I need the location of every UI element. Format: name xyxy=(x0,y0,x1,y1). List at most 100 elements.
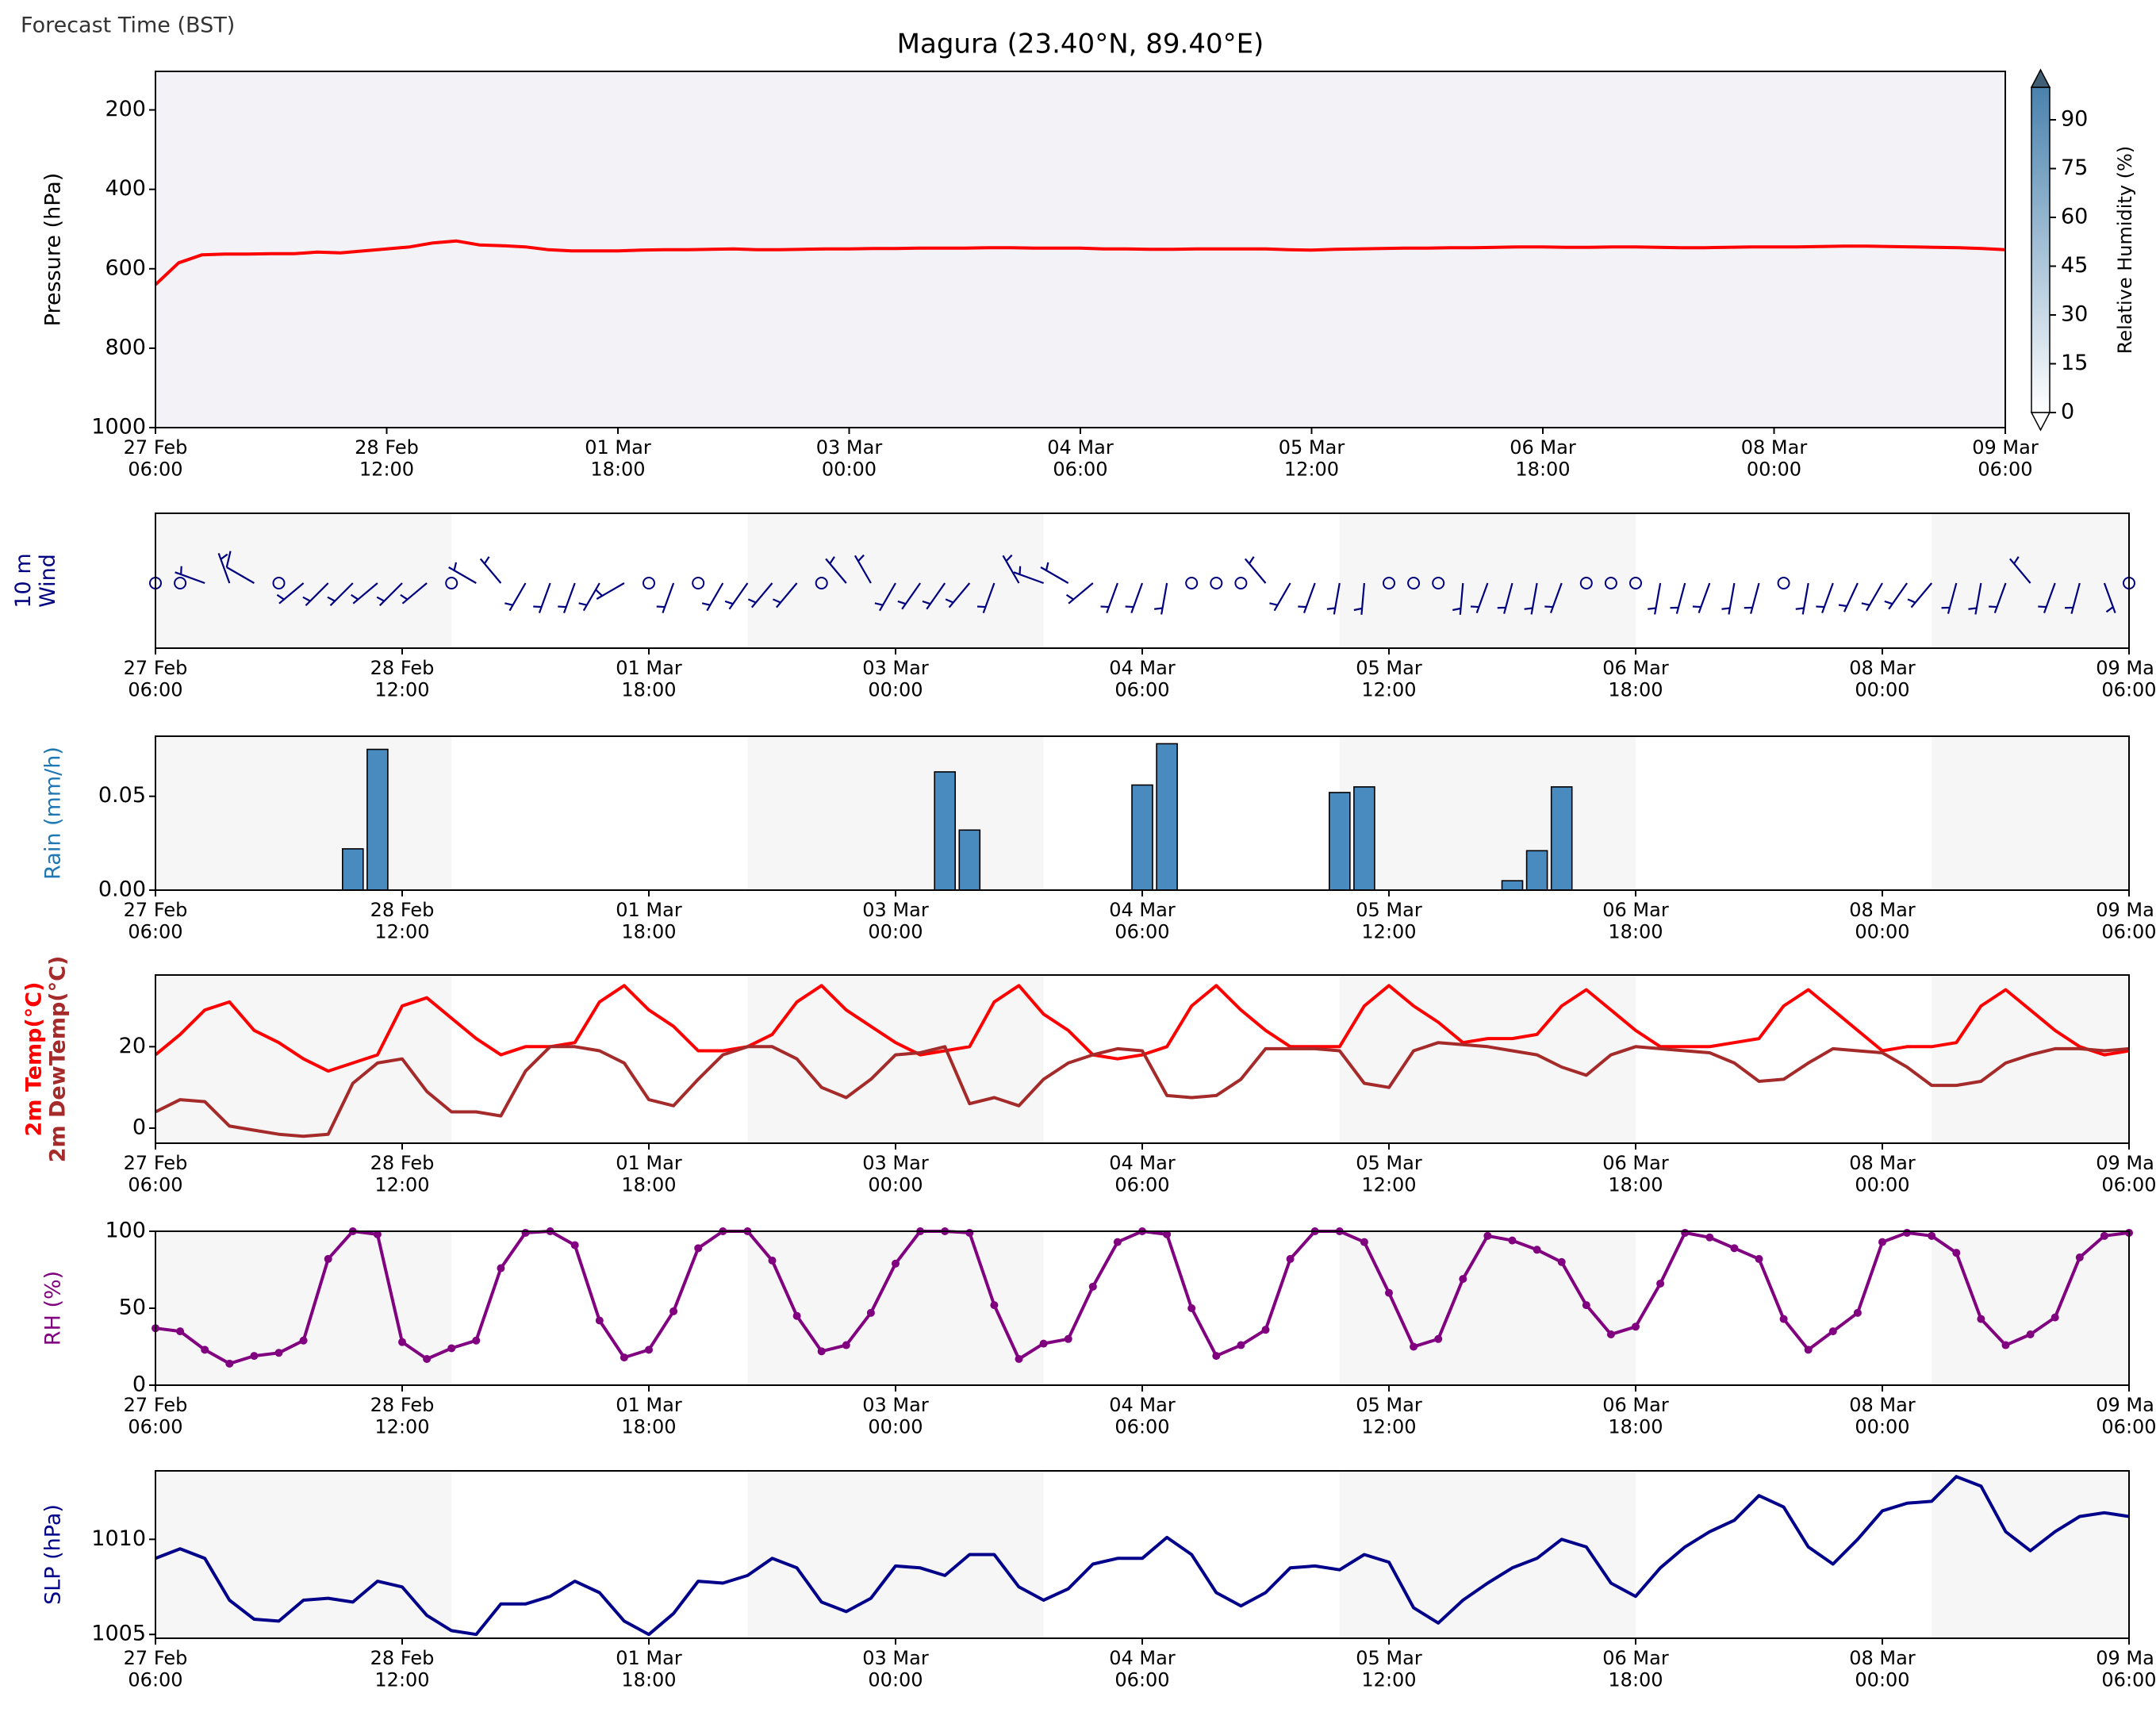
marker xyxy=(2100,1231,2108,1240)
wind-barb xyxy=(1269,582,1291,612)
wind-barb xyxy=(327,582,354,607)
x-tick-label: 04 Mar 06:00 xyxy=(1047,436,1114,481)
y-axis-label: RH (%) xyxy=(41,1271,66,1346)
marker xyxy=(423,1355,432,1364)
marker xyxy=(817,1347,826,1356)
y-tick-label: 0.00 xyxy=(98,877,146,902)
wind-barb xyxy=(1907,582,1933,608)
calm-marker xyxy=(272,577,286,589)
wind-barb xyxy=(595,582,625,600)
bar xyxy=(1329,792,1351,891)
x-tick-label: 09 Mar 06:00 xyxy=(1972,436,2039,481)
y-tick-label: 1005 xyxy=(91,1622,146,1646)
marker xyxy=(1952,1249,1961,1257)
x-tick-label: 09 Mar 06:00 xyxy=(2096,1647,2156,1691)
marker xyxy=(1977,1315,1985,1323)
calm-marker xyxy=(1234,577,1248,589)
x-tick-label: 03 Mar 00:00 xyxy=(862,1394,929,1438)
marker xyxy=(1187,1304,1196,1312)
marker xyxy=(1804,1346,1813,1354)
y-tick-label: 20 xyxy=(119,1034,146,1058)
x-tick-label: 08 Mar 00:00 xyxy=(1849,1152,1916,1196)
y-axis-label: SLP (hPa) xyxy=(41,1504,66,1605)
wind-barb xyxy=(1968,582,1982,615)
bar xyxy=(1131,784,1153,891)
wind-barb xyxy=(1100,582,1118,613)
shade xyxy=(747,1471,1044,1638)
marker xyxy=(1606,1330,1615,1338)
calm-marker xyxy=(815,577,828,589)
x-tick-label: 04 Mar 06:00 xyxy=(1109,1152,1176,1196)
y-tick-label: 100 xyxy=(105,1219,146,1243)
x-tick-label: 01 Mar 18:00 xyxy=(585,436,651,481)
marker xyxy=(595,1316,604,1325)
wind-barb xyxy=(897,582,922,610)
x-tick-label: 01 Mar 18:00 xyxy=(616,1394,682,1438)
axes-frame xyxy=(155,512,2130,649)
wind-barb xyxy=(1065,582,1094,605)
x-tick-label: 01 Mar 18:00 xyxy=(616,899,682,943)
wind-barb xyxy=(1298,582,1316,613)
wind-barb xyxy=(1452,582,1464,615)
wind-barb xyxy=(1013,566,1044,585)
marker xyxy=(1853,1308,1862,1317)
x-tick-label: 28 Feb 12:00 xyxy=(370,899,435,943)
marker xyxy=(1064,1334,1072,1343)
wind-barb xyxy=(1125,582,1144,613)
wind-barb xyxy=(1816,582,1834,613)
shade xyxy=(1932,513,2129,648)
wind-barb xyxy=(1524,582,1538,615)
shade xyxy=(155,736,452,890)
marker xyxy=(2001,1341,2010,1349)
marker xyxy=(1681,1228,1690,1237)
wind-barb xyxy=(1544,582,1563,613)
wind-barb xyxy=(1721,582,1736,615)
x-tick-label: 28 Feb 12:00 xyxy=(370,1394,435,1438)
colorbar-tick-label: 45 xyxy=(2061,253,2088,278)
wind-barb xyxy=(1154,582,1168,615)
x-tick-label: 04 Mar 06:00 xyxy=(1109,657,1176,701)
wind-barb xyxy=(1670,582,1686,614)
marker xyxy=(990,1301,999,1310)
x-tick-label: 03 Mar 00:00 xyxy=(862,1647,929,1691)
y-tick-label: 0.05 xyxy=(98,783,146,808)
wind-barb xyxy=(504,582,527,612)
calm-marker xyxy=(1383,577,1395,589)
marker xyxy=(225,1359,234,1368)
wind-barb xyxy=(1884,582,1909,610)
marker xyxy=(1705,1233,1714,1242)
marker xyxy=(2075,1253,2084,1261)
y-axis-label: 2m Temp(°C) xyxy=(22,982,47,1137)
marker xyxy=(1088,1282,1097,1291)
x-tick-label: 08 Mar 00:00 xyxy=(1849,899,1916,943)
marker xyxy=(1410,1342,1418,1351)
x-tick-label: 05 Mar 12:00 xyxy=(1356,657,1422,701)
colorbar-tick-label: 15 xyxy=(2061,351,2088,375)
x-tick-label: 03 Mar 00:00 xyxy=(862,1152,929,1196)
wind-barb xyxy=(656,582,675,613)
colorbar-tick-label: 75 xyxy=(2061,155,2088,180)
marker xyxy=(1508,1236,1517,1245)
wind-barb xyxy=(376,582,403,607)
marker xyxy=(398,1338,406,1346)
wind-barb xyxy=(922,582,946,610)
marker xyxy=(1755,1254,1763,1263)
x-tick-label: 06 Mar 18:00 xyxy=(1602,657,1669,701)
shade xyxy=(155,513,452,648)
shade xyxy=(1932,975,2129,1143)
y-tick-label: 200 xyxy=(105,97,146,121)
calm-marker xyxy=(692,577,705,589)
calm-marker xyxy=(1185,577,1199,589)
calm-marker xyxy=(445,577,458,589)
y-tick-label: 0 xyxy=(132,1115,146,1140)
x-tick-label: 09 Mar 06:00 xyxy=(2096,1394,2156,1438)
marker xyxy=(792,1311,801,1320)
bar xyxy=(341,848,364,891)
marker xyxy=(1483,1231,1492,1240)
marker xyxy=(497,1264,505,1273)
marker xyxy=(866,1308,875,1317)
x-tick-label: 05 Mar 12:00 xyxy=(1356,899,1422,943)
wind-barb xyxy=(1353,582,1365,615)
colorbar-tick-label: 60 xyxy=(2061,205,2088,229)
marker xyxy=(324,1254,332,1263)
